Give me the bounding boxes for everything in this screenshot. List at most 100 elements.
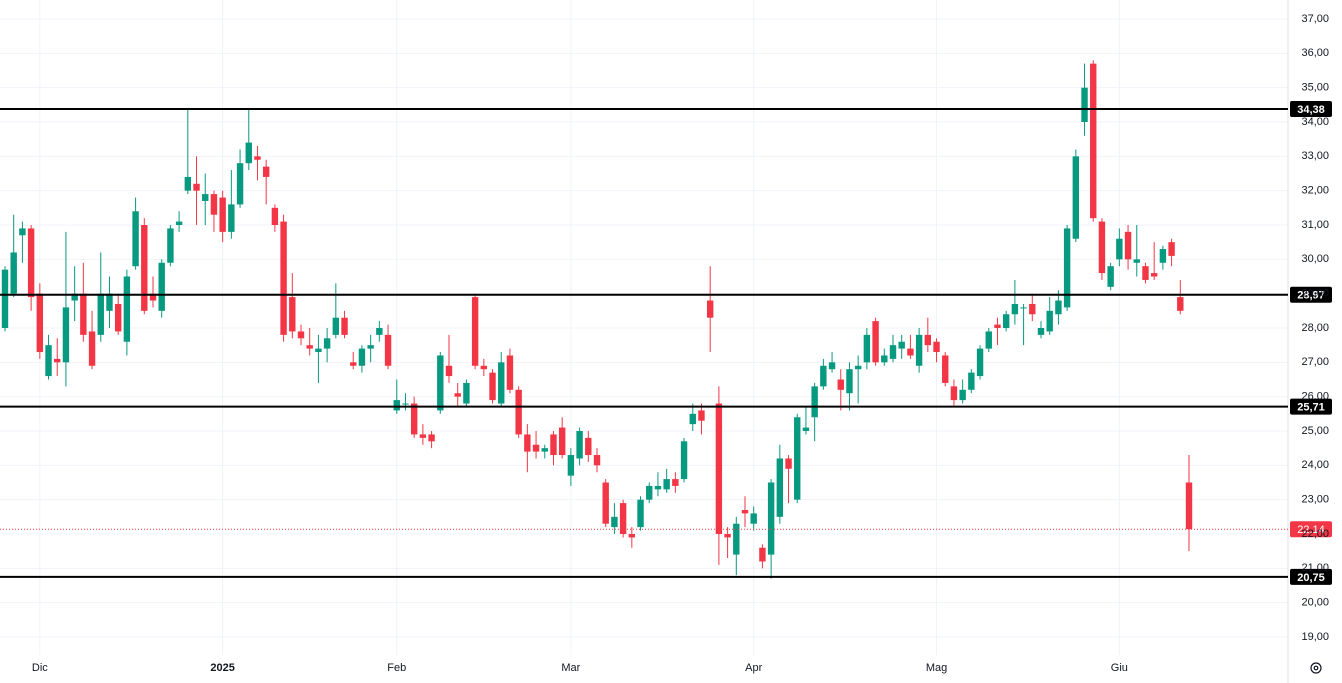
candle-body (515, 389, 522, 435)
candle-body (480, 365, 488, 370)
candle-body (202, 194, 209, 201)
candle-body (506, 355, 514, 390)
y-tick-label: 35,00 (1301, 82, 1329, 94)
candle-body (428, 434, 435, 442)
candle-body (54, 358, 61, 363)
x-tick-label: Giu (1111, 662, 1128, 674)
gear-hub[interactable] (1313, 665, 1319, 671)
candle-body (1037, 328, 1045, 335)
y-tick-label: 24,00 (1301, 459, 1329, 471)
level-badge (1290, 398, 1332, 415)
candle-body (532, 444, 540, 452)
candle-body (872, 321, 879, 363)
y-tick-label: 25,00 (1301, 425, 1329, 437)
candle-body (106, 293, 113, 311)
candle-body (741, 509, 749, 514)
gear[interactable] (1310, 662, 1322, 674)
candle-body (454, 393, 461, 397)
candle-body (1046, 310, 1053, 332)
candle-body (367, 345, 374, 349)
candle-body (794, 417, 801, 500)
candle-body (1168, 242, 1175, 256)
candle-body (445, 365, 453, 377)
candle-body (132, 211, 139, 267)
candle-body (236, 163, 244, 205)
candle-body (654, 485, 662, 490)
candle-body (1029, 303, 1036, 315)
candle-body (820, 365, 827, 387)
level-label: 28,97 (1297, 290, 1325, 302)
candle-body (1177, 297, 1184, 311)
candle-body (297, 331, 305, 339)
candle-body (88, 331, 96, 366)
candle-body (959, 389, 966, 401)
candle-body (280, 221, 287, 335)
candle-body (802, 427, 810, 431)
candle-body (62, 307, 70, 363)
candle-body (376, 328, 383, 335)
candle-body (759, 547, 766, 562)
overlays: 22,14 34,38 28,97 25,71 20,75 (0, 100, 1332, 585)
candle-body (933, 341, 940, 353)
level-badge (1290, 100, 1332, 117)
candle-body (689, 413, 696, 425)
y-tick-label: 21,00 (1301, 562, 1329, 574)
y-tick-label: 34,00 (1301, 116, 1329, 128)
candle-body (10, 252, 17, 294)
candle-body (863, 334, 871, 363)
candle-body (219, 197, 226, 232)
candle-body (341, 317, 348, 335)
candle-body (698, 410, 705, 421)
candle-body (776, 458, 784, 517)
candle-body (410, 403, 418, 435)
x-tick-label: Dic (32, 662, 48, 674)
candle-body (149, 293, 157, 301)
candle-body (175, 221, 183, 225)
y-tick-label: 32,00 (1301, 185, 1329, 197)
x-tick-label: Feb (387, 662, 406, 674)
y-tick-label: 37,00 (1301, 13, 1329, 25)
candle-body (672, 479, 679, 486)
candle-body (541, 448, 548, 452)
candle-body (680, 441, 688, 480)
candle-body (619, 503, 627, 534)
x-tick-label: Mar (561, 662, 580, 674)
candle-body (611, 516, 618, 528)
candle-body (907, 348, 914, 356)
candle-body (193, 183, 200, 191)
candle-body (785, 458, 792, 469)
candle-body (1142, 266, 1149, 280)
y-tick-label: 20,00 (1301, 597, 1329, 609)
candle-body (1055, 300, 1062, 315)
candle-body (1081, 87, 1088, 122)
candle-body (36, 293, 44, 353)
candle-body (323, 338, 331, 349)
candle-body (1, 269, 9, 328)
y-tick-label: 30,00 (1301, 253, 1329, 265)
candle-body (289, 297, 296, 332)
candle-body (585, 437, 592, 456)
candle-body (228, 204, 235, 232)
candle-body (97, 293, 104, 335)
candle-body (750, 513, 757, 524)
candle-body (663, 479, 670, 490)
candle-body (576, 431, 583, 459)
candle-body (158, 262, 165, 311)
y-tick-label: 27,00 (1301, 356, 1329, 368)
y-tick-label: 36,00 (1301, 47, 1329, 59)
x-tick-label: Mag (926, 662, 947, 674)
candle-body (889, 345, 897, 359)
candle-body (524, 434, 531, 452)
level-badge (1290, 568, 1332, 585)
candle-body (358, 348, 366, 366)
candle-body (489, 372, 496, 401)
settings-icon[interactable] (1310, 662, 1322, 674)
candle-body (332, 317, 340, 335)
y-tick-label: 22,00 (1301, 528, 1329, 540)
candle-body (254, 156, 261, 160)
candle-body (1098, 221, 1106, 274)
candle-body (846, 369, 853, 394)
candle-body (646, 485, 653, 500)
y-tick-label: 33,00 (1301, 150, 1329, 162)
candle-body (1133, 259, 1140, 263)
